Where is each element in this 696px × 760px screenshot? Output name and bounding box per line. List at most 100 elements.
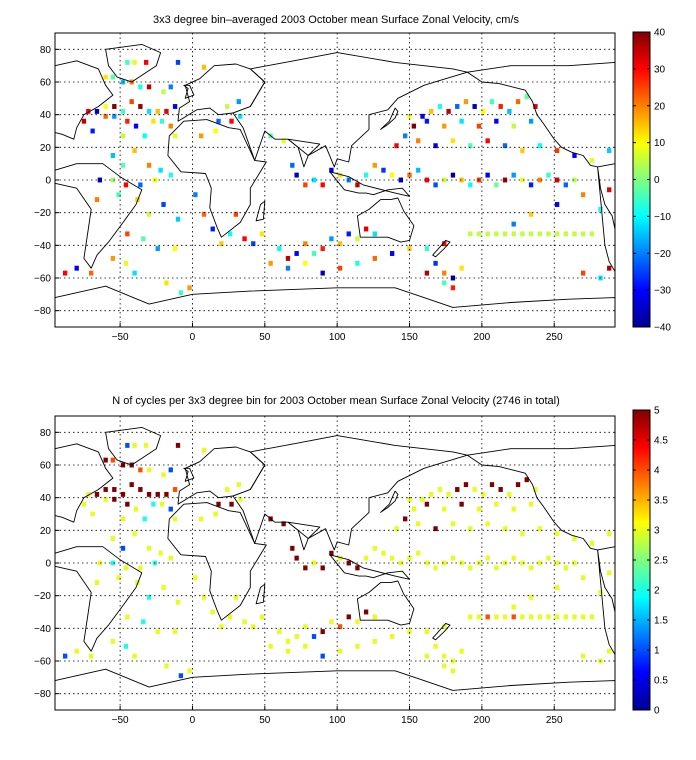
bin-cell <box>407 113 412 119</box>
bin-cell <box>372 231 377 237</box>
bin-cell <box>320 246 325 252</box>
bin-cell <box>407 246 412 252</box>
bin-cell <box>251 241 256 247</box>
bin-cell <box>168 123 173 129</box>
bin-cell <box>290 545 295 551</box>
bin-cell <box>120 516 126 522</box>
bin-cell <box>468 614 473 620</box>
bin-cell <box>607 648 612 654</box>
bin-cell <box>172 516 178 522</box>
colorbar-tick-label: 0 <box>654 706 660 717</box>
y-tick-label: −60 <box>34 657 51 668</box>
bin-cell <box>164 108 169 114</box>
bin-cell <box>229 501 234 507</box>
bin-cell <box>133 123 139 129</box>
x-tick-label: 100 <box>329 715 346 726</box>
bin-cell <box>511 123 516 129</box>
bin-cell <box>227 614 233 620</box>
bin-cell <box>132 531 137 537</box>
bin-cell <box>389 634 395 639</box>
y-tick-label: −20 <box>34 208 51 219</box>
bin-cell <box>554 177 560 183</box>
bin-cell <box>110 536 116 541</box>
bin-cell <box>161 585 166 590</box>
bin-cell <box>329 619 334 625</box>
bin-cell <box>132 653 137 659</box>
coastline-south-america <box>54 163 143 269</box>
colorbar-tick-label: −20 <box>654 249 671 260</box>
bin-cell <box>494 182 499 188</box>
bin-cell <box>355 643 360 649</box>
bin-cell <box>481 108 486 114</box>
bin-cell <box>515 99 521 105</box>
bin-cell <box>372 545 377 551</box>
bin-cell <box>151 501 156 507</box>
bin-cell <box>363 172 369 178</box>
bin-cell <box>403 133 408 139</box>
colorbar-tick-label: −40 <box>654 323 671 334</box>
coastline-south-america-east <box>597 549 616 655</box>
bin-cell <box>416 167 421 173</box>
bin-cell <box>311 560 317 566</box>
bin-cell <box>442 241 447 247</box>
x-tick-label: 100 <box>329 332 346 343</box>
bin-cell <box>268 260 273 266</box>
velocity-coastlines <box>54 43 616 328</box>
bin-cell <box>537 614 542 620</box>
bin-cell <box>411 123 417 129</box>
bin-cell <box>394 526 399 532</box>
bin-cell <box>110 638 116 644</box>
bin-cell <box>175 599 181 605</box>
bin-cell <box>450 658 456 664</box>
bin-cell <box>442 560 447 566</box>
bin-cell <box>281 138 286 144</box>
coastline-madagascar <box>255 583 266 605</box>
cycles-chart-title: N of cycles per 3x3 degree bin for 2003 … <box>112 395 560 407</box>
bin-cell <box>476 123 482 129</box>
cycles-grid <box>55 416 615 710</box>
bin-cell <box>89 270 94 276</box>
bin-cell <box>554 531 560 537</box>
bin-cell <box>94 580 100 586</box>
cycles-bins <box>62 442 612 679</box>
bin-cell <box>81 501 87 507</box>
bin-cell <box>311 251 317 256</box>
bin-cell <box>485 614 490 620</box>
bin-cell <box>433 526 438 532</box>
bin-cell <box>442 270 447 276</box>
y-tick-label: 40 <box>40 110 52 121</box>
colorbar-tick-label: 30 <box>654 64 666 75</box>
bin-cell <box>554 560 560 566</box>
bin-cell <box>580 231 586 237</box>
bin-cell <box>598 589 603 595</box>
bin-cell <box>116 192 121 198</box>
bin-cell <box>459 501 464 507</box>
bin-cell <box>442 506 447 512</box>
bin-cell <box>468 231 473 237</box>
bin-cell <box>112 496 117 502</box>
coastline-new-zealand <box>432 622 451 641</box>
bin-cell <box>86 108 91 114</box>
bin-cell <box>172 629 178 635</box>
bin-cell <box>155 491 160 497</box>
x-tick-label: 200 <box>474 332 491 343</box>
coastline-uk <box>183 84 195 99</box>
bin-cell <box>94 108 100 114</box>
bin-cell <box>294 634 299 639</box>
bin-cell <box>123 182 129 188</box>
bin-cell <box>285 638 291 644</box>
coastline-asia <box>232 52 468 168</box>
bin-cell <box>389 251 395 256</box>
bin-cell <box>62 653 68 659</box>
bin-cell <box>132 59 137 65</box>
bin-cell <box>442 123 447 129</box>
bin-cell <box>155 629 160 635</box>
bin-cell <box>242 236 247 242</box>
bin-cell <box>424 560 430 566</box>
bin-cell <box>494 614 499 620</box>
bin-cell <box>103 457 108 463</box>
bin-cell <box>363 226 369 232</box>
bin-cell <box>337 265 343 271</box>
bin-cell <box>210 609 215 615</box>
bin-cell <box>442 653 447 659</box>
